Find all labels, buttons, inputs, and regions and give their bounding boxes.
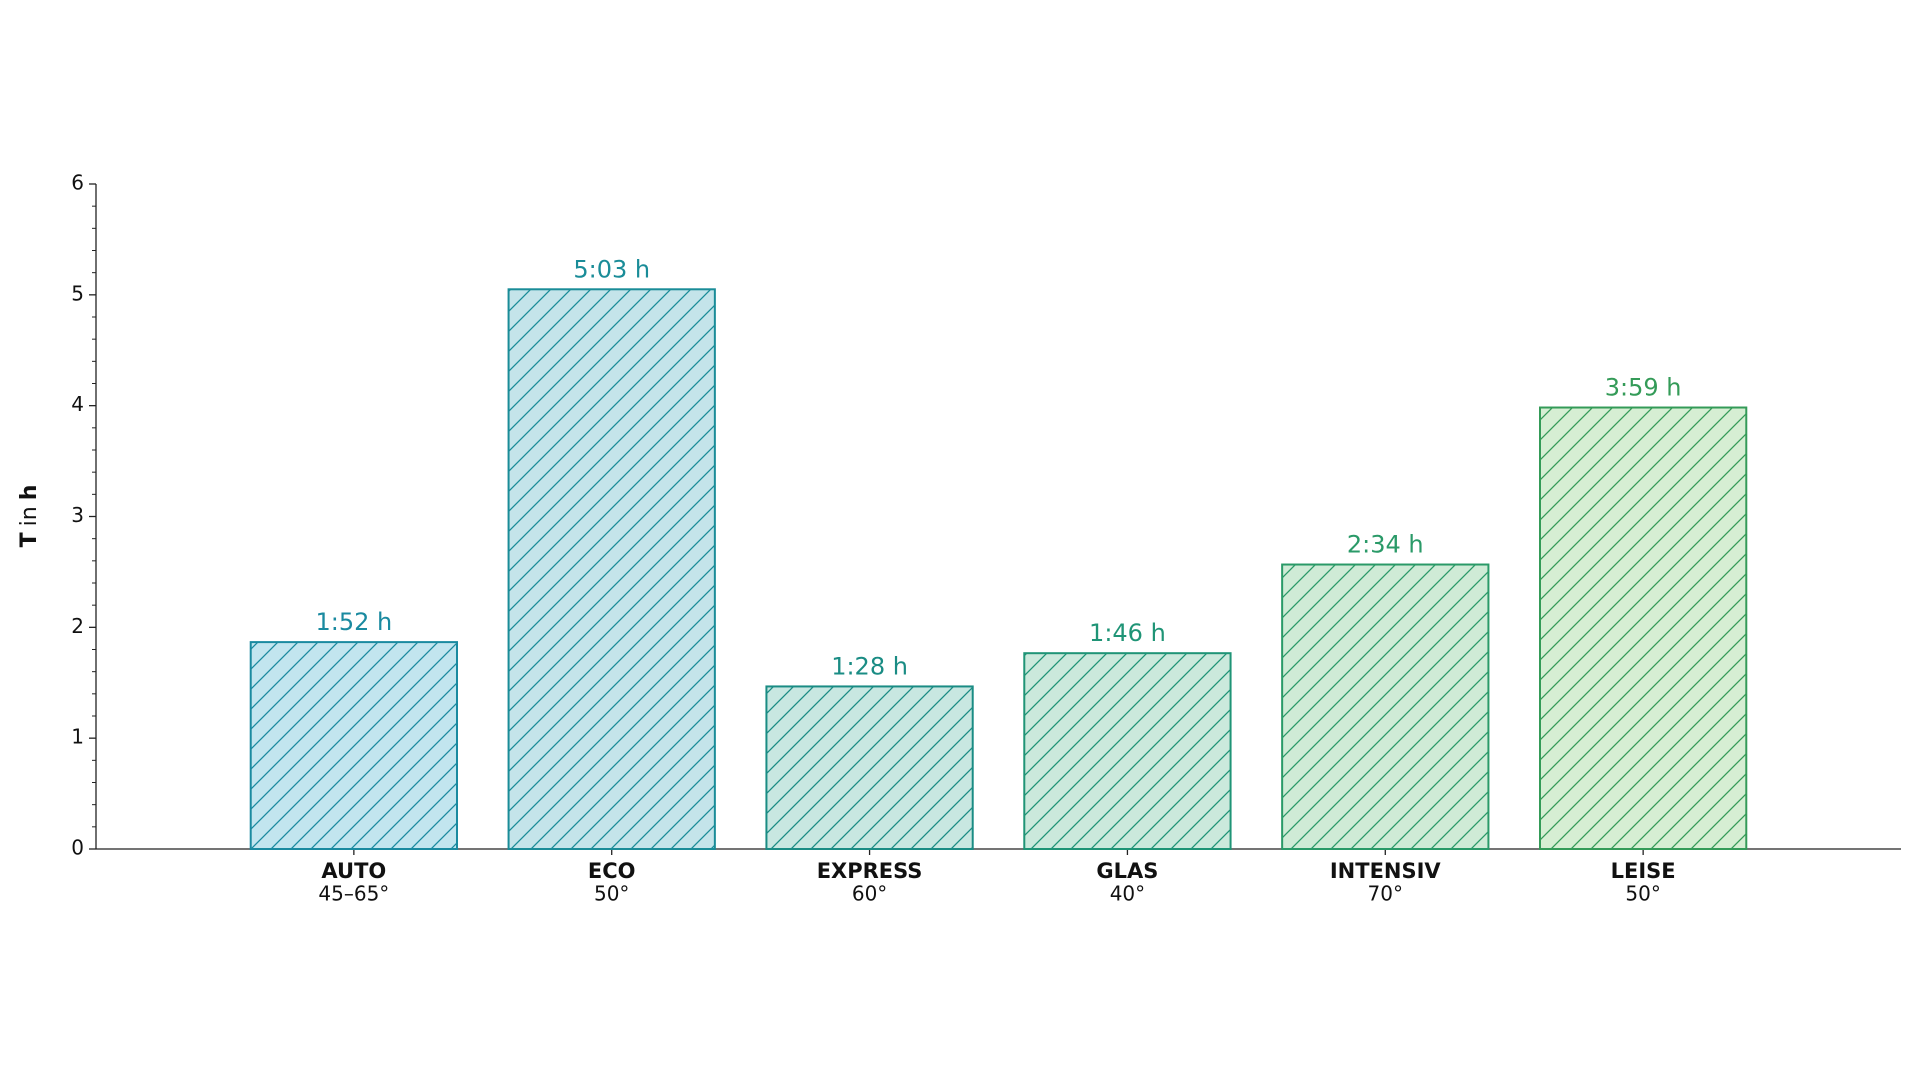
bar <box>765 685 974 850</box>
y-tick-label: 6 <box>71 171 84 195</box>
bar <box>1539 406 1748 850</box>
x-tick-sublabel: 70° <box>1368 882 1403 906</box>
y-tick-label: 4 <box>71 392 84 416</box>
x-tick-sublabel: 60° <box>852 882 887 906</box>
x-tick-sublabel: 45–65° <box>318 882 389 906</box>
y-axis-label: Tin h <box>17 485 42 548</box>
x-tick-label: EXPRESS <box>817 859 923 883</box>
x-tick-label: LEISE <box>1611 859 1676 883</box>
value-label: 1:46 h <box>1089 619 1166 647</box>
y-tick-label: 3 <box>71 503 84 527</box>
y-label-unit: h <box>17 485 42 501</box>
bar <box>1023 652 1232 850</box>
bar <box>249 641 458 850</box>
x-tick-sublabel: 50° <box>594 882 629 906</box>
bar <box>1281 563 1490 851</box>
x-tick-label: ECO <box>588 859 636 883</box>
y-tick-label: 5 <box>71 281 84 305</box>
x-tick-label: GLAS <box>1096 859 1158 883</box>
y-label-connector: in <box>17 506 42 526</box>
x-tick-label: INTENSIV <box>1330 859 1442 883</box>
y-tick-label: 0 <box>71 836 84 860</box>
value-label: 5:03 h <box>573 255 650 283</box>
y-label-symbol: T <box>17 532 42 547</box>
x-tick-label: AUTO <box>321 859 386 883</box>
value-label: 1:52 h <box>315 608 392 636</box>
value-label: 3:59 h <box>1605 374 1682 402</box>
y-tick-label: 2 <box>71 614 84 638</box>
bar <box>507 288 716 850</box>
x-tick-sublabel: 50° <box>1625 882 1660 906</box>
x-tick-sublabel: 40° <box>1110 882 1145 906</box>
value-label: 1:28 h <box>831 652 908 680</box>
value-label: 2:34 h <box>1347 531 1424 559</box>
y-tick-label: 1 <box>71 725 84 749</box>
